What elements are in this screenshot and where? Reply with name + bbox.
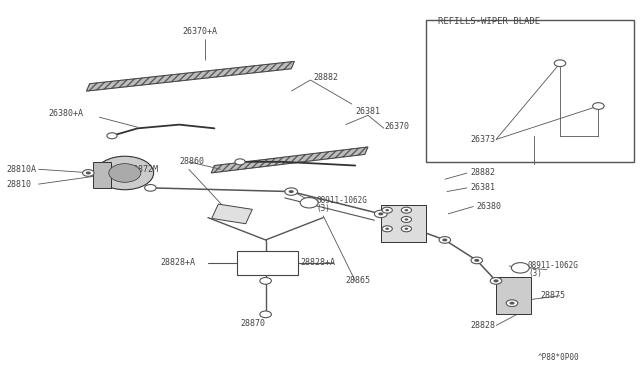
Text: 28810A: 28810A <box>6 165 36 174</box>
Text: 28882: 28882 <box>470 169 495 177</box>
Circle shape <box>493 279 499 282</box>
Circle shape <box>235 159 245 165</box>
Bar <box>496 277 531 314</box>
Circle shape <box>374 210 387 218</box>
Text: 28828+A: 28828+A <box>160 258 195 267</box>
Text: 28828+A: 28828+A <box>301 258 336 267</box>
Text: 28810: 28810 <box>6 180 31 189</box>
Circle shape <box>401 217 412 222</box>
Circle shape <box>442 238 447 241</box>
Circle shape <box>385 228 389 230</box>
Polygon shape <box>458 84 630 121</box>
Polygon shape <box>86 61 294 91</box>
Text: 28882: 28882 <box>314 73 339 81</box>
Text: 26370: 26370 <box>384 122 409 131</box>
Bar <box>93 162 111 188</box>
Text: 26381: 26381 <box>470 183 495 192</box>
Text: 28872M: 28872M <box>128 165 158 174</box>
Text: N: N <box>518 265 522 270</box>
Circle shape <box>382 226 392 232</box>
Circle shape <box>260 278 271 284</box>
Text: 26373: 26373 <box>470 135 495 144</box>
Text: REFILLS-WIPER BLADE: REFILLS-WIPER BLADE <box>438 17 541 26</box>
Circle shape <box>289 190 294 193</box>
Text: 26380: 26380 <box>477 202 502 211</box>
Text: ^P88*0P00: ^P88*0P00 <box>538 353 579 362</box>
Circle shape <box>474 259 479 262</box>
Circle shape <box>401 226 412 232</box>
Circle shape <box>83 170 94 176</box>
Text: 28870: 28870 <box>240 319 265 328</box>
Circle shape <box>385 209 389 211</box>
Circle shape <box>471 257 483 264</box>
Circle shape <box>511 263 529 273</box>
Circle shape <box>382 207 392 213</box>
Circle shape <box>285 188 298 195</box>
Circle shape <box>404 218 408 221</box>
Circle shape <box>404 209 408 211</box>
Bar <box>237 251 298 275</box>
Text: 26370+A: 26370+A <box>182 27 218 36</box>
Circle shape <box>554 60 566 67</box>
Bar <box>212 204 252 224</box>
Bar <box>381 205 426 242</box>
Bar <box>426 20 634 162</box>
Text: N: N <box>307 200 311 205</box>
Circle shape <box>260 311 271 318</box>
Circle shape <box>506 300 518 307</box>
Text: 28875: 28875 <box>541 291 566 300</box>
Circle shape <box>439 237 451 243</box>
Circle shape <box>509 302 515 305</box>
Text: 08911-1062G: 08911-1062G <box>528 262 579 270</box>
Text: 26380+A: 26380+A <box>48 109 83 118</box>
Text: (3): (3) <box>317 204 331 213</box>
Circle shape <box>86 171 91 174</box>
Circle shape <box>107 133 117 139</box>
Circle shape <box>490 278 502 284</box>
Text: 08911-1062G: 08911-1062G <box>317 196 367 205</box>
Text: 28860: 28860 <box>179 157 204 166</box>
Circle shape <box>593 103 604 109</box>
Circle shape <box>145 185 156 191</box>
Polygon shape <box>432 45 630 82</box>
Circle shape <box>404 228 408 230</box>
Circle shape <box>96 156 154 190</box>
Circle shape <box>378 212 383 215</box>
Text: (3): (3) <box>528 269 542 278</box>
Circle shape <box>109 164 141 182</box>
Circle shape <box>300 198 318 208</box>
Text: 28865: 28865 <box>346 276 371 285</box>
Polygon shape <box>211 147 368 173</box>
Circle shape <box>401 207 412 213</box>
Text: 28828: 28828 <box>470 321 495 330</box>
Text: 26381: 26381 <box>355 107 380 116</box>
